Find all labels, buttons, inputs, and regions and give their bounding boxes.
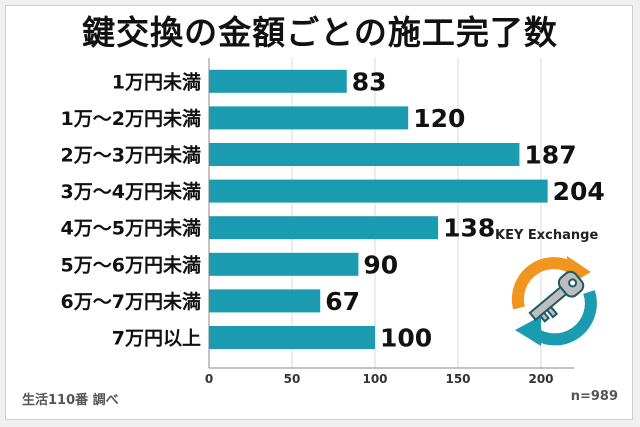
category-label: 2万～3万円未満 — [61, 144, 201, 167]
value-label: 90 — [363, 250, 398, 279]
logo-text: KEY Exchange — [495, 228, 599, 243]
category-label: 1万円未満 — [112, 70, 201, 93]
bar — [209, 326, 375, 349]
bar — [209, 69, 347, 93]
bar — [209, 289, 321, 313]
bar — [209, 252, 359, 276]
bar — [209, 179, 548, 203]
category-label: 7万円以上 — [112, 328, 201, 350]
source-note: 生活110番 調べ — [22, 393, 119, 408]
value-label: 100 — [380, 324, 432, 353]
value-label: 83 — [352, 67, 387, 96]
orange-arrow — [511, 257, 579, 310]
category-label: 4万～5万円未満 — [61, 217, 201, 240]
value-label: 187 — [524, 141, 576, 170]
x-tick-label: 50 — [284, 372, 301, 386]
teal-arrowhead — [515, 316, 541, 346]
x-tick-label: 100 — [362, 372, 387, 386]
value-label: 138 — [443, 214, 495, 243]
bar — [209, 216, 439, 240]
chart-title: 鍵交換の金額ごとの施工完了数 — [82, 13, 558, 52]
x-tick-label: 0 — [205, 372, 213, 386]
category-label: 1万～2万円未満 — [61, 107, 201, 130]
bar — [209, 106, 409, 130]
key-shape — [528, 270, 585, 323]
teal-arrow — [529, 290, 597, 346]
key-exchange-icon — [511, 256, 597, 346]
category-label: 5万～6万円未満 — [61, 253, 201, 276]
bar — [209, 143, 520, 166]
value-label: 120 — [413, 104, 465, 133]
category-label: 3万～4万円未満 — [61, 180, 201, 203]
sample-size: n=989 — [570, 389, 618, 404]
x-tick-label: 200 — [528, 372, 553, 386]
value-label: 67 — [325, 287, 360, 316]
value-label: 204 — [553, 177, 605, 206]
category-label: 6万～7万円未満 — [61, 290, 201, 313]
x-tick-label: 150 — [445, 372, 470, 386]
